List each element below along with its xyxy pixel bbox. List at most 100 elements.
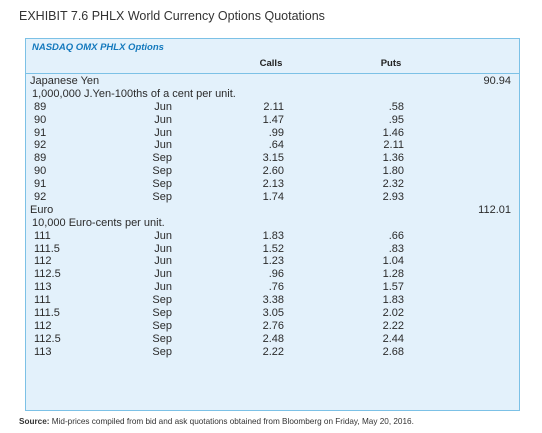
expiry-month: Sep — [152, 165, 172, 178]
options-panel: NASDAQ OMX PHLX Options Calls Puts Japan… — [25, 38, 520, 411]
call-price: 1.74 — [262, 191, 284, 204]
put-price: 1.36 — [382, 152, 404, 165]
strike-price: 89 — [34, 100, 47, 113]
call-price: .64 — [268, 139, 284, 152]
expiry-month: Sep — [152, 152, 172, 165]
contract-unit-row: 10,000 Euro-cents per unit. — [26, 217, 519, 230]
table-row: 113 Sep 2.22 2.68 — [26, 346, 519, 359]
put-price: 2.11 — [383, 139, 404, 152]
expiry-month: Sep — [152, 294, 172, 307]
strike-price: 112 — [34, 255, 52, 268]
expiry-month: Jun — [154, 100, 172, 113]
put-price: 2.44 — [382, 332, 404, 345]
strike-price: 112 — [34, 319, 52, 332]
panel-header: NASDAQ OMX PHLX Options Calls Puts — [26, 39, 519, 74]
currency-name-row: Japanese Yen 90.94 — [26, 75, 519, 88]
call-price: .76 — [268, 281, 284, 294]
table-row: 113 Jun .76 1.57 — [26, 281, 519, 294]
expiry-month: Jun — [154, 113, 172, 126]
table-row: 112.5 Sep 2.48 2.44 — [26, 333, 519, 346]
expiry-month: Jun — [154, 229, 172, 242]
put-price: 1.46 — [382, 126, 404, 139]
strike-price: 113 — [34, 345, 52, 358]
put-price: 1.83 — [382, 294, 404, 307]
puts-column-header: Puts — [380, 58, 402, 69]
source-text: Mid-prices compiled from bid and ask quo… — [49, 417, 414, 426]
spot-price: 112.01 — [478, 203, 511, 216]
put-price: 2.93 — [382, 191, 404, 204]
strike-price: 91 — [34, 126, 47, 139]
table-row: 92 Sep 1.74 2.93 — [26, 191, 519, 204]
call-price: 1.52 — [262, 242, 284, 255]
table-row: 90 Sep 2.60 1.80 — [26, 165, 519, 178]
table-row: 111 Sep 3.38 1.83 — [26, 294, 519, 307]
table-row: 111.5 Jun 1.52 .83 — [26, 243, 519, 256]
table-row: 92 Jun .64 2.11 — [26, 139, 519, 152]
expiry-month: Sep — [152, 345, 172, 358]
calls-column-header: Calls — [259, 58, 283, 69]
table-row: 89 Sep 3.15 1.36 — [26, 152, 519, 165]
expiry-month: Sep — [152, 191, 172, 204]
table-row: 112 Sep 2.76 2.22 — [26, 320, 519, 333]
expiry-month: Sep — [152, 307, 172, 320]
put-price: .58 — [388, 100, 404, 113]
exhibit-title: EXHIBIT 7.6 PHLX World Currency Options … — [19, 9, 325, 23]
source-note: Source: Mid-prices compiled from bid and… — [19, 417, 414, 426]
put-price: .66 — [388, 229, 404, 242]
call-price: 2.60 — [262, 165, 284, 178]
table-row: 90 Jun 1.47 .95 — [26, 114, 519, 127]
panel-label: NASDAQ OMX PHLX Options — [32, 42, 164, 53]
call-price: 3.38 — [262, 294, 284, 307]
put-price: .83 — [388, 242, 404, 255]
call-price: 2.13 — [262, 178, 284, 191]
strike-price: 111.5 — [34, 307, 60, 320]
call-price: 1.83 — [262, 229, 284, 242]
call-price: 1.47 — [262, 113, 284, 126]
expiry-month: Jun — [154, 242, 172, 255]
expiry-month: Jun — [154, 268, 172, 281]
currency-name: Japanese Yen — [30, 75, 100, 87]
call-price: 2.11 — [263, 100, 284, 113]
strike-price: 90 — [34, 113, 47, 126]
table-row: 112 Jun 1.23 1.04 — [26, 255, 519, 268]
expiry-month: Sep — [152, 178, 172, 191]
put-price: 2.22 — [382, 319, 404, 332]
strike-price: 111 — [34, 229, 51, 242]
contract-unit: 1,000,000 J.Yen-100ths of a cent per uni… — [32, 87, 236, 100]
call-price: 1.23 — [262, 255, 284, 268]
expiry-month: Jun — [154, 255, 172, 268]
strike-price: 90 — [34, 165, 47, 178]
table-row: 112.5 Jun .96 1.28 — [26, 268, 519, 281]
call-price: 3.15 — [262, 152, 284, 165]
put-price: 2.68 — [382, 345, 404, 358]
strike-price: 112.5 — [34, 332, 61, 345]
put-price: .95 — [388, 113, 404, 126]
table-row: 91 Sep 2.13 2.32 — [26, 178, 519, 191]
put-price: 1.80 — [382, 165, 404, 178]
expiry-month: Sep — [152, 332, 172, 345]
expiry-month: Jun — [154, 281, 172, 294]
put-price: 1.57 — [382, 281, 404, 294]
call-price: 3.05 — [262, 307, 284, 320]
expiry-month: Sep — [152, 319, 172, 332]
strike-price: 92 — [34, 139, 47, 152]
call-price: 2.76 — [262, 319, 284, 332]
contract-unit-row: 1,000,000 J.Yen-100ths of a cent per uni… — [26, 88, 519, 101]
put-price: 2.32 — [382, 178, 404, 191]
strike-price: 91 — [34, 178, 47, 191]
expiry-month: Jun — [154, 139, 172, 152]
table-row: 89 Jun 2.11 .58 — [26, 101, 519, 114]
source-label: Source: — [19, 417, 50, 426]
put-price: 2.02 — [382, 307, 404, 320]
strike-price: 92 — [34, 191, 47, 204]
strike-price: 112.5 — [34, 268, 61, 281]
strike-price: 111 — [34, 294, 51, 307]
strike-price: 113 — [34, 281, 52, 294]
spot-price: 90.94 — [483, 75, 511, 87]
call-price: .99 — [268, 126, 284, 139]
contract-unit: 10,000 Euro-cents per unit. — [32, 216, 165, 229]
put-price: 1.28 — [382, 268, 404, 281]
table-row: 111 Jun 1.83 .66 — [26, 230, 519, 243]
strike-price: 89 — [34, 152, 47, 165]
expiry-month: Jun — [154, 126, 172, 139]
